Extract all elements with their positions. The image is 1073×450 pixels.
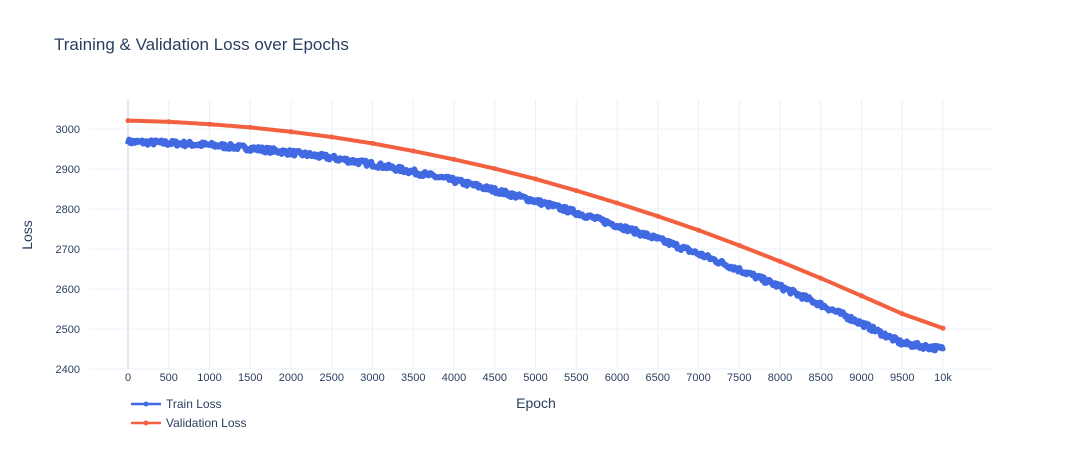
data-point xyxy=(940,325,946,331)
data-point xyxy=(451,156,457,162)
data-point xyxy=(736,267,742,273)
data-point xyxy=(329,134,335,140)
data-point xyxy=(818,302,824,308)
data-point xyxy=(247,145,253,151)
x-tick-label: 1500 xyxy=(238,372,262,384)
legend-item-validation-loss[interactable]: Validation Loss xyxy=(131,416,247,430)
y-tick-label: 2900 xyxy=(56,164,80,176)
x-tick-label: 7500 xyxy=(727,372,751,384)
data-point xyxy=(614,200,620,206)
data-point xyxy=(818,275,824,281)
data-point xyxy=(370,161,375,167)
ticks: 0 500 1000 1500 2000 2500 3000 3500 4000 4500 5000… xyxy=(56,124,953,384)
data-point xyxy=(777,284,783,290)
x-tick-label: 10k xyxy=(934,372,952,384)
x-tick-label: 3500 xyxy=(401,372,425,384)
x-tick-label: 2000 xyxy=(279,372,303,384)
data-point xyxy=(410,148,416,154)
data-point xyxy=(696,251,701,257)
data-point xyxy=(288,129,294,135)
data-point xyxy=(859,293,864,299)
series-train-loss xyxy=(125,136,946,354)
data-point xyxy=(777,258,783,264)
x-tick-label: 4000 xyxy=(442,372,466,384)
data-point xyxy=(207,121,212,127)
x-tick-label: 3000 xyxy=(360,372,384,384)
data-point xyxy=(533,176,538,182)
x-tick-label: 2500 xyxy=(320,372,344,384)
data-point xyxy=(125,139,131,145)
y-tick-label: 2400 xyxy=(56,364,80,376)
data-point xyxy=(573,188,579,194)
y-tick-label: 2500 xyxy=(56,324,80,336)
y-tick-label: 2600 xyxy=(56,284,80,296)
legend-label: Validation Loss xyxy=(166,416,247,430)
x-tick-label: 500 xyxy=(160,372,178,384)
x-axis-label: Epoch xyxy=(516,395,556,411)
legend-marker xyxy=(143,401,149,407)
y-tick-label: 3000 xyxy=(56,124,80,136)
x-tick-label: 1000 xyxy=(197,372,221,384)
x-tick-label: 8000 xyxy=(768,372,792,384)
grid xyxy=(90,100,992,370)
data-point xyxy=(125,118,131,124)
y-tick-label: 2700 xyxy=(56,244,80,256)
data-point xyxy=(288,150,294,156)
data-point xyxy=(736,242,742,248)
data-point xyxy=(573,210,579,216)
x-tick-label: 5500 xyxy=(564,372,588,384)
legend-label: Train Loss xyxy=(166,397,222,411)
data-point xyxy=(655,236,661,242)
x-tick-label: 0 xyxy=(125,372,131,384)
data-point xyxy=(696,227,701,233)
x-tick-label: 7000 xyxy=(686,372,710,384)
series-validation-loss xyxy=(125,118,946,331)
x-tick-label: 9500 xyxy=(890,372,914,384)
data-point xyxy=(247,124,253,130)
series-layer xyxy=(125,118,946,354)
data-point xyxy=(655,213,661,219)
data-point xyxy=(207,142,212,148)
data-point xyxy=(166,140,172,146)
x-tick-label: 4500 xyxy=(483,372,507,384)
data-point xyxy=(370,140,375,146)
data-point xyxy=(410,169,416,175)
x-tick-label: 8500 xyxy=(809,372,833,384)
x-tick-label: 9000 xyxy=(849,372,873,384)
data-point xyxy=(451,178,457,184)
data-point xyxy=(614,222,620,228)
data-point xyxy=(533,198,538,204)
y-axis-label: Loss xyxy=(19,220,35,250)
y-tick-label: 2800 xyxy=(56,204,80,216)
data-point xyxy=(899,311,905,317)
x-tick-label: 5000 xyxy=(523,372,547,384)
legend-marker xyxy=(143,420,149,426)
x-tick-label: 6000 xyxy=(605,372,629,384)
legend-item-train-loss[interactable]: Train Loss xyxy=(131,397,222,411)
data-point xyxy=(899,340,905,346)
data-point xyxy=(940,346,946,352)
data-point xyxy=(859,320,864,326)
data-point xyxy=(329,155,335,161)
data-point xyxy=(166,119,172,125)
data-point xyxy=(492,187,498,193)
legend[interactable]: Train Loss Validation Loss xyxy=(131,397,247,430)
data-point xyxy=(492,166,498,172)
chart-title: Training & Validation Loss over Epochs xyxy=(54,35,349,54)
x-tick-label: 6500 xyxy=(646,372,670,384)
